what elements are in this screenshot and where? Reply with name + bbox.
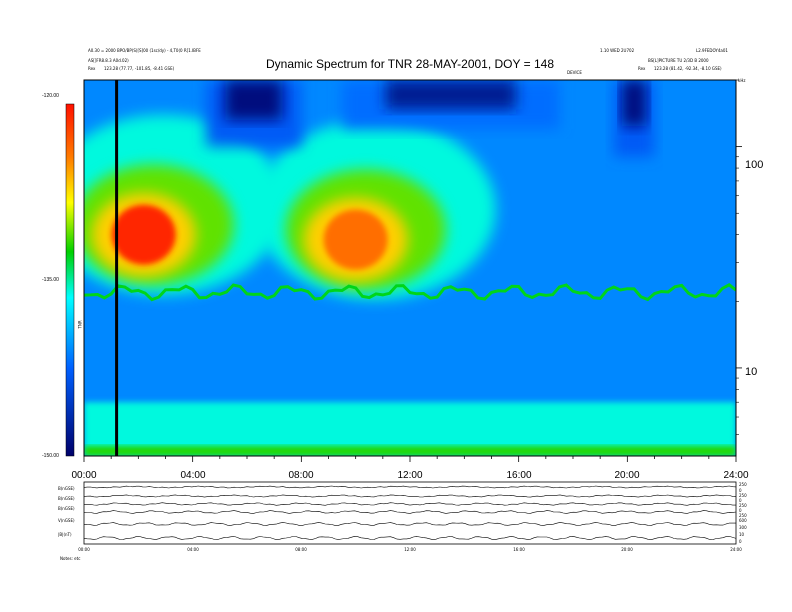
bottom-right-tick-9: 10	[739, 532, 745, 537]
dark-band-core	[385, 80, 516, 110]
unit-label: kHz	[738, 78, 746, 83]
bottom-time-4: 16:00	[513, 547, 525, 552]
x-tick-4: 16:00	[506, 470, 532, 481]
bottom-footer-note: Notes: etc	[60, 556, 81, 561]
header-rex-value-left: 123.28 (77.77, -101.85, -8.41 GSE)	[104, 66, 175, 71]
field-trace-1	[83, 494, 737, 498]
header-rex-label-left: Rex	[88, 66, 96, 71]
header-meta-right1b: L2.9FEDOY4a01	[696, 48, 728, 53]
field-trace-5	[83, 535, 737, 541]
dark-band-core	[621, 80, 647, 127]
spectrogram-plot	[84, 80, 736, 456]
low-freq-edge	[84, 446, 736, 456]
bottom-time-3: 12:00	[404, 547, 416, 552]
x-tick-3: 12:00	[397, 470, 423, 481]
bottom-right-tick-6: 250	[739, 513, 747, 518]
x-tick-0: 00:00	[71, 470, 97, 481]
bottom-right-tick-10: 0	[739, 539, 742, 544]
header-meta-line1: A0.30 = 2000 BPO/BP(S)[S]00 (1sc/dy) - 4…	[88, 48, 201, 53]
bottom-time-6: 24:00	[730, 547, 742, 552]
blob-core	[323, 209, 388, 270]
header-rex-value-right: 123.28 (81.42, -92.34, -8.10 GSE)	[654, 66, 722, 71]
bottom-right-tick-4: 250	[739, 503, 747, 508]
y-tick-100: 100	[745, 159, 764, 171]
bottom-time-5: 20:00	[621, 547, 633, 552]
blob-core	[111, 204, 176, 265]
chart-title: Dynamic Spectrum for TNR 28-MAY-2001, DO…	[265, 57, 554, 71]
x-tick-6: 24:00	[723, 470, 749, 481]
bottom-right-tick-7: 600	[739, 518, 747, 523]
header-meta-right2: BS[L]PICTURE TU 2/3D B 2000	[648, 58, 709, 63]
dark-band-core	[225, 80, 283, 120]
colorbar-tick-1: -135.00	[42, 277, 59, 283]
x-tick-2: 08:00	[288, 470, 314, 481]
bottom-panel-frame	[83, 481, 737, 545]
header-meta-right1: 1.10 WED 2U702	[600, 48, 635, 53]
field-trace-4	[83, 522, 736, 526]
bottom-right-tick-5: 0	[739, 508, 742, 513]
field-trace-3	[83, 510, 737, 514]
colorbar-gradient	[65, 103, 75, 457]
bottom-time-1: 04:00	[187, 547, 199, 552]
bottom-row-label-2: B(nGSE)	[58, 506, 75, 511]
bottom-right-tick-2: 250	[739, 493, 747, 498]
colorbar-tick-2: -150.00	[42, 453, 59, 459]
x-tick-1: 04:00	[180, 470, 206, 481]
bottom-row-label-0: B(nGSE)	[58, 486, 75, 491]
x-tick-5: 20:00	[614, 470, 640, 481]
plasma-line	[84, 283, 736, 302]
bottom-right-tick-3: 0	[739, 498, 742, 503]
header-rex-label-right: Rex	[638, 66, 646, 71]
colorbar-tick-0: -120.00	[42, 93, 59, 99]
bottom-right-tick-8: 300	[739, 525, 747, 530]
bottom-row-label-1: B(nGSE)	[58, 496, 75, 501]
bottom-right-tick-1: 0	[739, 488, 742, 493]
field-trace-2	[83, 502, 736, 506]
bottom-row-label-4: |B|(nT)	[58, 532, 72, 537]
field-trace-0	[83, 485, 737, 489]
bottom-time-2: 08:00	[295, 547, 307, 552]
header-device-label: DEVICE	[567, 70, 582, 75]
y-tick-10: 10	[745, 366, 758, 378]
bottom-row-label-3: V(nGSE)	[58, 518, 75, 523]
bottom-right-tick-0: 250	[739, 482, 747, 487]
bottom-time-0: 00:00	[78, 547, 90, 552]
header-meta-line2: AS[]FR8.8.3 A0d.02)	[88, 58, 129, 63]
